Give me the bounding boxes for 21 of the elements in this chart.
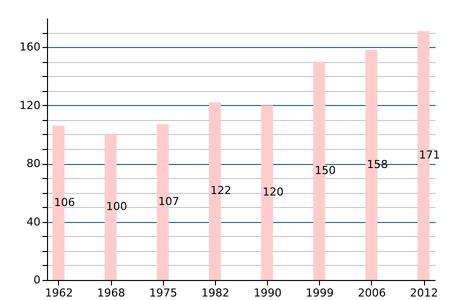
x-tick-label: 1975	[149, 286, 178, 300]
data-label: 150	[314, 164, 336, 177]
y-tick-label: 120	[20, 98, 40, 112]
y-tick-label: 80	[26, 157, 40, 170]
x-tick-label: 1990	[254, 286, 282, 300]
data-label: 106	[54, 196, 75, 209]
data-label: 171	[419, 148, 440, 162]
y-tick-label: 160	[20, 40, 40, 54]
x-tick-label: 1999	[306, 286, 334, 300]
x-tick-label: 1962	[44, 286, 73, 300]
y-tick-label: 40	[26, 215, 40, 228]
x-tick-label: 1968	[97, 286, 126, 300]
data-label: 120	[262, 186, 284, 199]
x-tick-label: 1982	[201, 286, 230, 300]
x-tick-label: 2006	[358, 286, 386, 300]
data-label: 158	[366, 158, 388, 172]
data-label: 122	[210, 184, 232, 198]
data-label: 100	[106, 200, 128, 214]
data-label: 107	[158, 195, 180, 208]
y-tick-label: 0	[34, 274, 40, 286]
x-tick-label: 2012	[410, 286, 438, 300]
